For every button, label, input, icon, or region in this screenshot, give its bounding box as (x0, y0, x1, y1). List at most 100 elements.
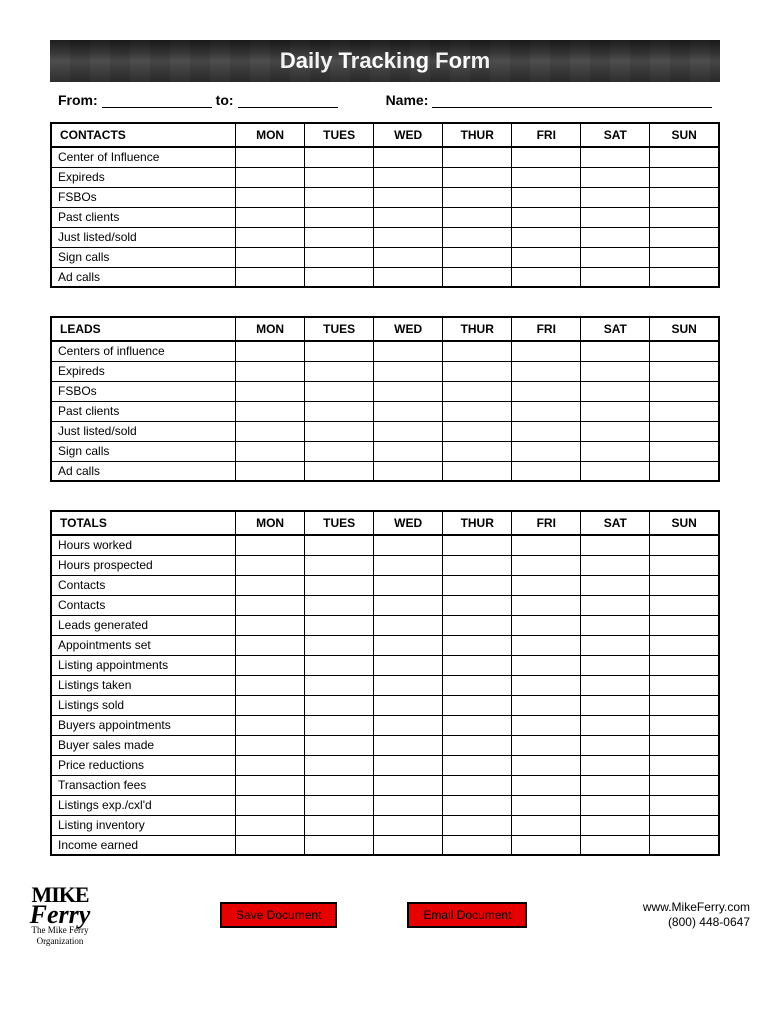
cell-input[interactable] (581, 167, 650, 187)
cell-input[interactable] (650, 615, 719, 635)
cell-input[interactable] (305, 815, 374, 835)
cell-input[interactable] (374, 421, 443, 441)
cell-input[interactable] (581, 695, 650, 715)
cell-input[interactable] (374, 595, 443, 615)
cell-input[interactable] (236, 755, 305, 775)
cell-input[interactable] (305, 835, 374, 855)
cell-input[interactable] (236, 341, 305, 361)
cell-input[interactable] (236, 655, 305, 675)
cell-input[interactable] (374, 167, 443, 187)
cell-input[interactable] (443, 695, 512, 715)
cell-input[interactable] (512, 595, 581, 615)
cell-input[interactable] (305, 167, 374, 187)
cell-input[interactable] (443, 421, 512, 441)
cell-input[interactable] (305, 715, 374, 735)
cell-input[interactable] (374, 555, 443, 575)
cell-input[interactable] (374, 461, 443, 481)
cell-input[interactable] (374, 735, 443, 755)
cell-input[interactable] (443, 167, 512, 187)
cell-input[interactable] (512, 735, 581, 755)
cell-input[interactable] (512, 227, 581, 247)
cell-input[interactable] (443, 361, 512, 381)
cell-input[interactable] (236, 187, 305, 207)
cell-input[interactable] (305, 227, 374, 247)
cell-input[interactable] (443, 615, 512, 635)
cell-input[interactable] (650, 715, 719, 735)
cell-input[interactable] (305, 595, 374, 615)
cell-input[interactable] (650, 575, 719, 595)
cell-input[interactable] (581, 401, 650, 421)
cell-input[interactable] (305, 575, 374, 595)
email-button[interactable]: Email Document (407, 902, 527, 928)
cell-input[interactable] (374, 575, 443, 595)
cell-input[interactable] (650, 595, 719, 615)
cell-input[interactable] (443, 187, 512, 207)
cell-input[interactable] (443, 735, 512, 755)
cell-input[interactable] (443, 247, 512, 267)
cell-input[interactable] (650, 341, 719, 361)
cell-input[interactable] (305, 187, 374, 207)
cell-input[interactable] (305, 735, 374, 755)
cell-input[interactable] (236, 815, 305, 835)
cell-input[interactable] (650, 461, 719, 481)
cell-input[interactable] (581, 187, 650, 207)
cell-input[interactable] (236, 555, 305, 575)
cell-input[interactable] (581, 381, 650, 401)
cell-input[interactable] (650, 535, 719, 555)
cell-input[interactable] (581, 595, 650, 615)
cell-input[interactable] (305, 775, 374, 795)
cell-input[interactable] (512, 207, 581, 227)
cell-input[interactable] (374, 227, 443, 247)
cell-input[interactable] (650, 441, 719, 461)
cell-input[interactable] (374, 441, 443, 461)
cell-input[interactable] (512, 675, 581, 695)
cell-input[interactable] (305, 795, 374, 815)
cell-input[interactable] (443, 341, 512, 361)
cell-input[interactable] (581, 361, 650, 381)
cell-input[interactable] (236, 835, 305, 855)
cell-input[interactable] (650, 381, 719, 401)
cell-input[interactable] (512, 835, 581, 855)
cell-input[interactable] (650, 655, 719, 675)
cell-input[interactable] (581, 615, 650, 635)
cell-input[interactable] (374, 655, 443, 675)
cell-input[interactable] (305, 267, 374, 287)
cell-input[interactable] (650, 147, 719, 167)
cell-input[interactable] (512, 535, 581, 555)
cell-input[interactable] (512, 635, 581, 655)
cell-input[interactable] (512, 815, 581, 835)
cell-input[interactable] (443, 715, 512, 735)
cell-input[interactable] (305, 341, 374, 361)
cell-input[interactable] (374, 147, 443, 167)
cell-input[interactable] (581, 441, 650, 461)
cell-input[interactable] (305, 635, 374, 655)
cell-input[interactable] (374, 401, 443, 421)
cell-input[interactable] (512, 755, 581, 775)
cell-input[interactable] (374, 695, 443, 715)
cell-input[interactable] (443, 815, 512, 835)
cell-input[interactable] (581, 207, 650, 227)
cell-input[interactable] (305, 247, 374, 267)
cell-input[interactable] (443, 227, 512, 247)
cell-input[interactable] (374, 775, 443, 795)
cell-input[interactable] (650, 675, 719, 695)
cell-input[interactable] (581, 755, 650, 775)
cell-input[interactable] (443, 795, 512, 815)
cell-input[interactable] (236, 595, 305, 615)
to-input-line[interactable] (238, 92, 338, 108)
cell-input[interactable] (581, 835, 650, 855)
cell-input[interactable] (236, 635, 305, 655)
cell-input[interactable] (443, 635, 512, 655)
cell-input[interactable] (650, 755, 719, 775)
cell-input[interactable] (374, 795, 443, 815)
cell-input[interactable] (581, 227, 650, 247)
cell-input[interactable] (650, 187, 719, 207)
cell-input[interactable] (305, 555, 374, 575)
cell-input[interactable] (374, 675, 443, 695)
cell-input[interactable] (305, 401, 374, 421)
cell-input[interactable] (443, 207, 512, 227)
cell-input[interactable] (443, 775, 512, 795)
cell-input[interactable] (236, 401, 305, 421)
cell-input[interactable] (236, 675, 305, 695)
cell-input[interactable] (512, 795, 581, 815)
